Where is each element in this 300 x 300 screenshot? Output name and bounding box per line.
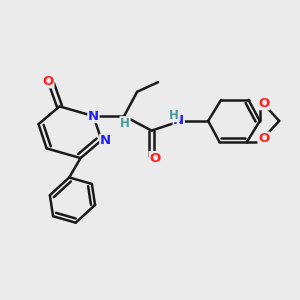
Text: O: O <box>43 75 54 88</box>
Text: N: N <box>173 114 184 128</box>
Text: N: N <box>88 110 99 123</box>
Text: O: O <box>258 132 269 145</box>
Text: N: N <box>100 134 111 148</box>
Text: O: O <box>149 152 160 165</box>
Text: H: H <box>169 109 179 122</box>
Text: O: O <box>258 97 269 110</box>
Text: H: H <box>120 117 130 130</box>
